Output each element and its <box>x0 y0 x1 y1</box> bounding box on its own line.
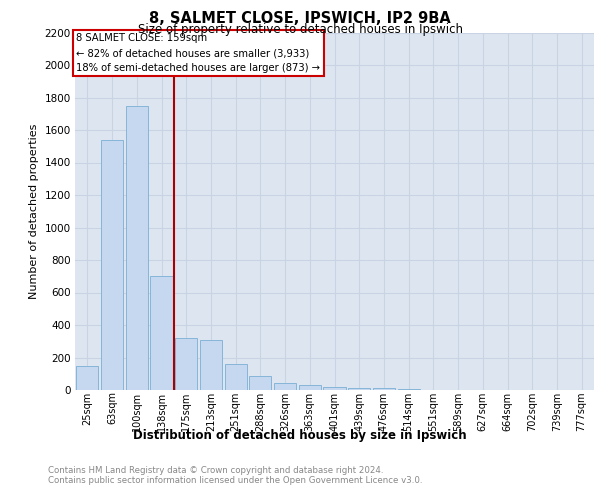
Bar <box>224 364 247 390</box>
Bar <box>76 366 98 390</box>
Text: 8, SALMET CLOSE, IPSWICH, IP2 9BA: 8, SALMET CLOSE, IPSWICH, IP2 9BA <box>149 11 451 26</box>
Text: Size of property relative to detached houses in Ipswich: Size of property relative to detached ho… <box>137 22 463 36</box>
Bar <box>348 388 370 390</box>
Text: 8 SALMET CLOSE: 159sqm
← 82% of detached houses are smaller (3,933)
18% of semi-: 8 SALMET CLOSE: 159sqm ← 82% of detached… <box>76 34 320 73</box>
Bar <box>299 386 321 390</box>
Text: Distribution of detached houses by size in Ipswich: Distribution of detached houses by size … <box>133 430 467 442</box>
Bar <box>200 340 222 390</box>
Bar <box>101 140 123 390</box>
Y-axis label: Number of detached properties: Number of detached properties <box>29 124 39 299</box>
Text: Contains HM Land Registry data © Crown copyright and database right 2024.
Contai: Contains HM Land Registry data © Crown c… <box>48 466 422 485</box>
Bar <box>249 376 271 390</box>
Bar <box>175 338 197 390</box>
Bar <box>125 106 148 390</box>
Bar <box>323 387 346 390</box>
Bar <box>151 276 173 390</box>
Bar <box>373 388 395 390</box>
Bar <box>274 382 296 390</box>
Bar <box>398 389 420 390</box>
